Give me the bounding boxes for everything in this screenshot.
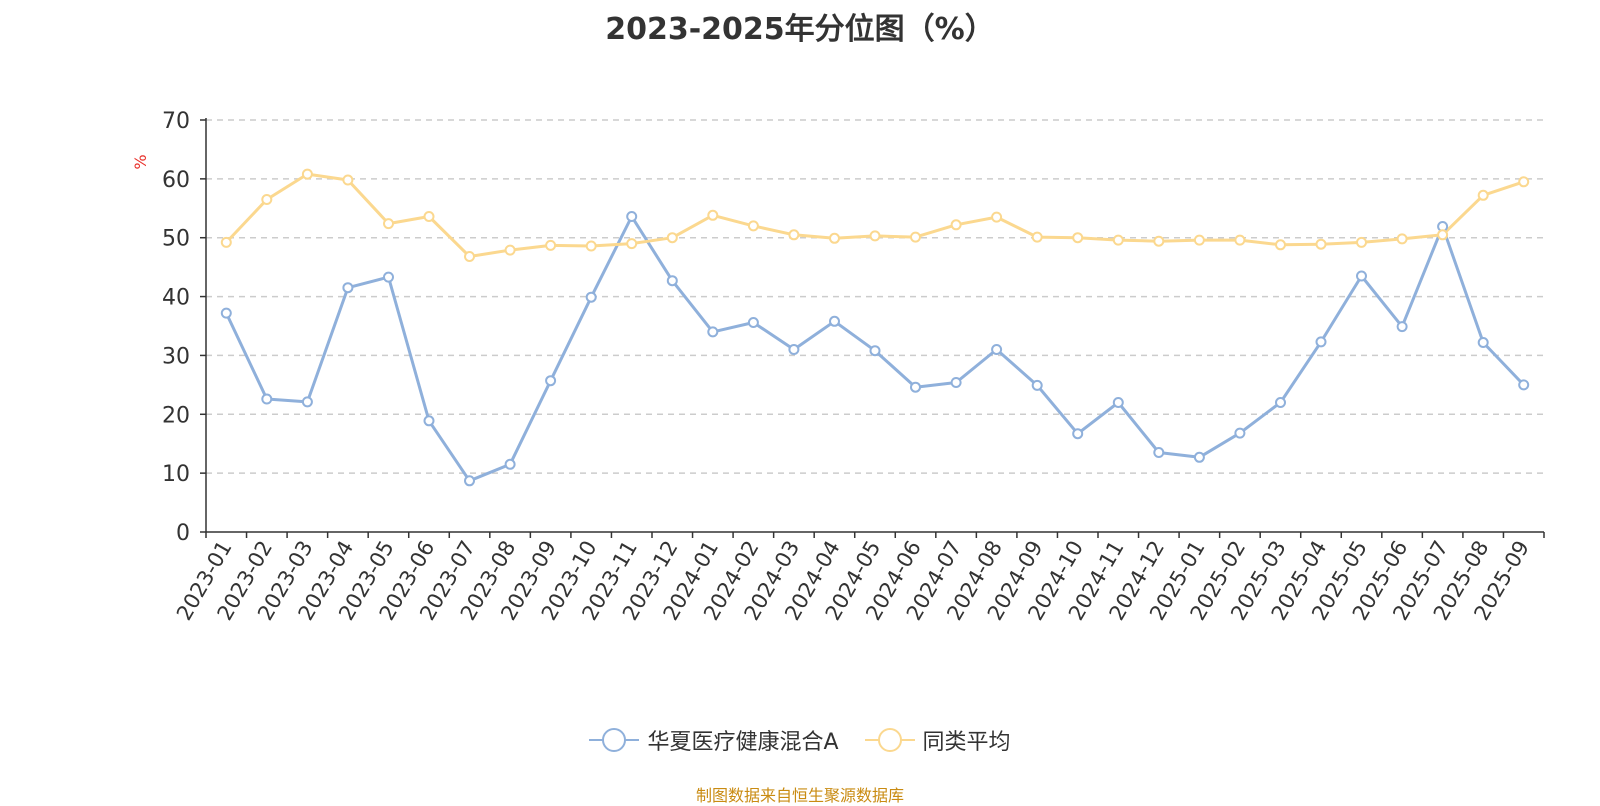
series-2-point — [707, 209, 719, 221]
series-2-point — [585, 240, 597, 252]
legend-series-1-marker-icon — [589, 728, 640, 752]
series-2-point — [1193, 234, 1205, 246]
y-tick-label: 30 — [162, 344, 190, 369]
series-2-point — [1112, 234, 1124, 246]
y-tick-label: 60 — [162, 168, 190, 193]
series-1-point — [869, 345, 881, 357]
series-2-point — [1072, 232, 1084, 244]
series-1-point — [1031, 379, 1043, 391]
series-2-point — [464, 251, 475, 262]
series-1-point — [585, 291, 597, 303]
series-2-point — [626, 238, 638, 250]
series-1-point — [829, 315, 840, 327]
series-2-point — [1153, 235, 1165, 247]
series-1-point — [910, 381, 921, 393]
chart-title: 2023-2025年分位图（%） — [605, 12, 995, 47]
series-1-point — [1275, 397, 1286, 408]
series-1-point — [423, 415, 435, 427]
series-2-point — [423, 211, 435, 222]
y-axis-unit-label: % — [131, 154, 150, 169]
series-2-point — [950, 219, 962, 231]
series-1-point — [220, 307, 232, 319]
series-2-point — [383, 218, 394, 230]
legend-series-2-marker-icon — [864, 728, 915, 752]
series-1-point — [464, 475, 475, 487]
series-1-point — [1477, 337, 1489, 348]
legend-item-series-2[interactable]: 同类平均 — [864, 724, 1011, 756]
series-layer — [220, 168, 1530, 487]
y-tick-label: 40 — [162, 286, 190, 311]
series-1-point — [1234, 427, 1246, 439]
chart-legend: 华夏医疗健康混合A 同类平均 — [0, 724, 1600, 756]
series-2-point — [1518, 176, 1530, 188]
series-1-point — [1193, 451, 1205, 463]
legend-item-series-1[interactable]: 华夏医疗健康混合A — [589, 724, 839, 756]
series-1-point — [950, 377, 962, 388]
series-1-point — [1518, 379, 1530, 391]
y-tick-label: 50 — [162, 227, 190, 252]
series-2-point — [261, 194, 273, 205]
legend-series-1-label: 华夏医疗健康混合A — [647, 730, 839, 755]
series-1-point — [1112, 397, 1124, 408]
y-tick-label: 10 — [162, 462, 190, 487]
series-2-point — [829, 232, 840, 244]
y-tick-label: 0 — [176, 521, 190, 546]
series-1-point — [747, 317, 759, 328]
series-2-point — [1315, 238, 1327, 250]
series-2-point — [991, 211, 1003, 223]
series-1-point — [504, 458, 516, 470]
series-2-point — [1356, 236, 1367, 248]
series-1-point — [626, 211, 638, 222]
series-2-point — [342, 174, 354, 186]
series-2-point — [1234, 234, 1246, 246]
grid-layer — [206, 119, 1544, 474]
series-2-point — [788, 229, 800, 241]
series-2-point — [545, 239, 557, 251]
series-1-point — [342, 282, 354, 294]
series-1-point — [1315, 336, 1327, 348]
series-1-point — [383, 271, 394, 283]
series-1-point — [666, 275, 678, 287]
series-2-point — [1396, 233, 1408, 245]
series-1-point — [788, 344, 800, 355]
series-2-point — [1031, 231, 1043, 243]
series-1-point — [991, 344, 1003, 355]
series-2-point — [666, 232, 678, 244]
series-1-point — [301, 396, 313, 408]
series-2-point — [910, 231, 921, 243]
y-tick-label: 20 — [162, 403, 190, 428]
series-2-point — [220, 236, 232, 248]
series-1-point — [1072, 428, 1084, 440]
series-2-point — [504, 244, 516, 256]
series-2-point — [747, 220, 759, 232]
series-2-point — [1477, 189, 1489, 201]
series-1-point — [707, 326, 719, 338]
y-tick-label: 70 — [162, 109, 190, 134]
series-1-point — [1396, 321, 1408, 333]
series-1-point — [1153, 447, 1165, 458]
source-note: 制图数据来自恒生聚源数据库 — [695, 786, 904, 805]
series-1-point — [261, 393, 273, 405]
series-1-point — [1356, 270, 1367, 282]
series-2-point — [869, 230, 881, 242]
series-1-point — [545, 375, 557, 387]
series-2-point — [301, 168, 313, 180]
series-2-point — [1437, 229, 1449, 241]
series-2-line — [225, 172, 1525, 258]
legend-series-2-label: 同类平均 — [922, 730, 1011, 755]
axis-layer: 0102030405060702023-012023-022023-032023… — [162, 109, 1545, 624]
series-2-point — [1275, 239, 1286, 251]
